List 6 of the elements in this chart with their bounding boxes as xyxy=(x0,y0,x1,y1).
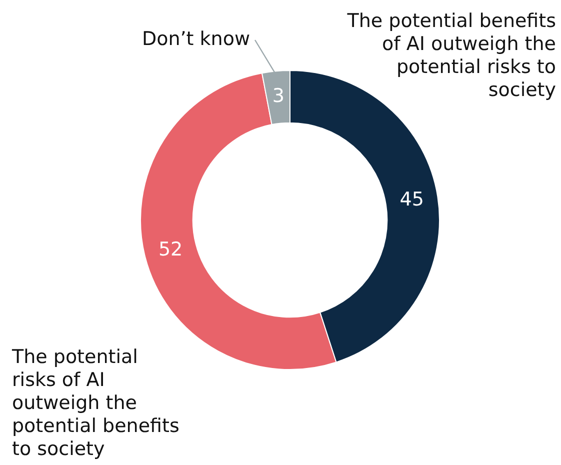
data-label: 52 xyxy=(158,238,183,261)
data-label: 3 xyxy=(272,85,284,108)
slice-label: The potential risks of AI outweigh the potential benefits to society xyxy=(11,346,180,460)
slice-label: Don’t know xyxy=(142,28,250,50)
data-label: 45 xyxy=(400,188,424,211)
slice-label: The potential benefits of AI outweigh the potential risks to society xyxy=(346,10,556,101)
